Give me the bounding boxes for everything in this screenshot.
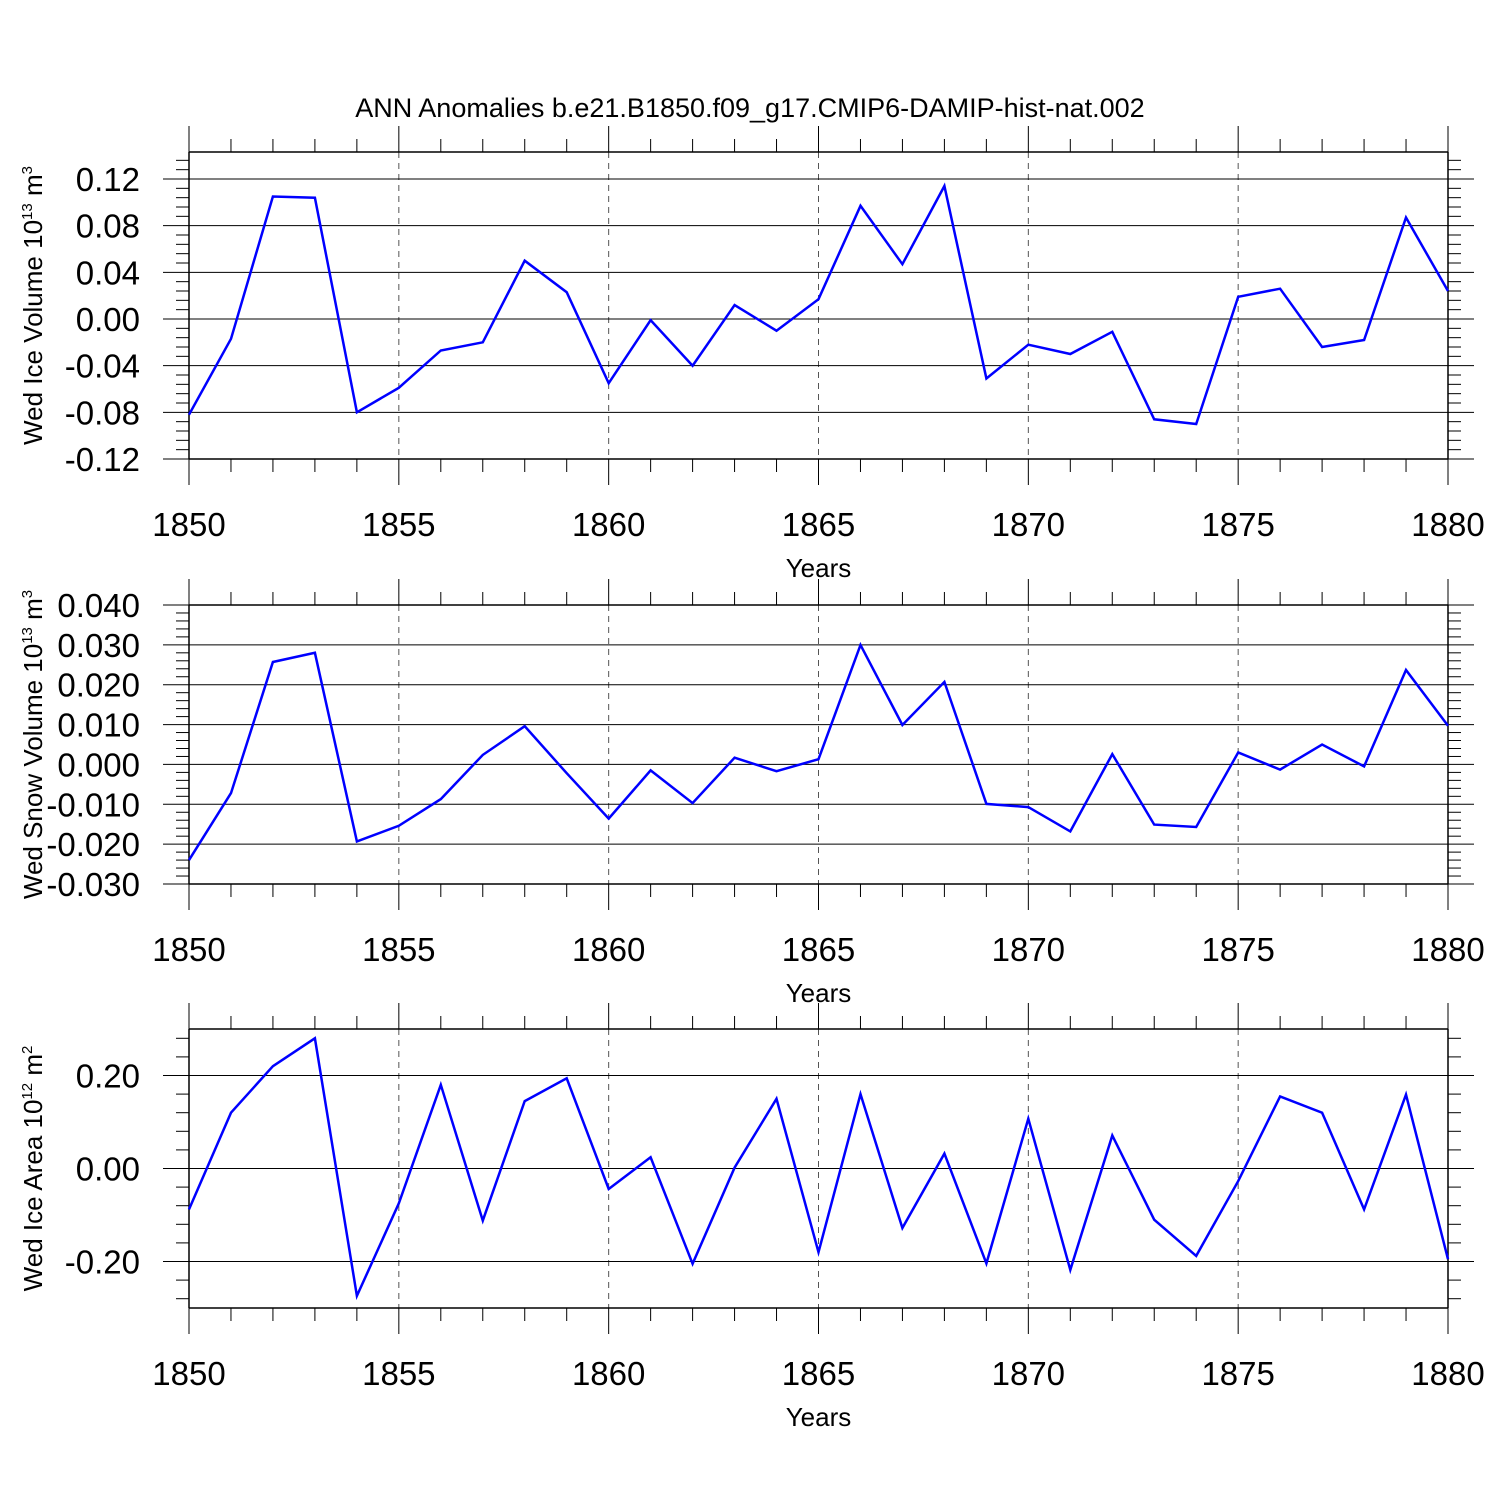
x-tick-label: 1850 bbox=[152, 1355, 225, 1392]
y-tick-label: -0.20 bbox=[65, 1244, 140, 1281]
x-tick-label: 1880 bbox=[1411, 931, 1484, 968]
chart-panel-2: 1850 1855 1860 1865 1870 1875 1880 -0.030-0.020… bbox=[18, 579, 1485, 1008]
x-tick-label: 1855 bbox=[362, 931, 435, 968]
y-tick-label: -0.020 bbox=[46, 826, 140, 863]
y-axis-label: Wed Ice Volume 1013 m3 bbox=[18, 166, 48, 445]
x-tick-label: 1850 bbox=[152, 931, 225, 968]
x-tick-label: 1860 bbox=[572, 1355, 645, 1392]
x-tick-label: 1855 bbox=[362, 506, 435, 543]
figure-title: ANN Anomalies b.e21.B1850.f09_g17.CMIP6-… bbox=[355, 93, 1144, 123]
y-tick-label: 0.010 bbox=[57, 707, 140, 744]
x-tick-label: 1870 bbox=[992, 506, 1065, 543]
y-tick-label: 0.030 bbox=[57, 627, 140, 664]
x-tick-label: 1860 bbox=[572, 506, 645, 543]
y-tick-label: -0.030 bbox=[46, 866, 140, 903]
x-tick-label: 1860 bbox=[572, 931, 645, 968]
x-tick-label: 1880 bbox=[1411, 506, 1484, 543]
y-tick-label: 0.12 bbox=[76, 161, 140, 198]
y-tick-label: -0.08 bbox=[65, 394, 140, 431]
x-tick-label: 1875 bbox=[1201, 1355, 1274, 1392]
y-tick-label: -0.010 bbox=[46, 786, 140, 823]
x-tick-label: 1865 bbox=[782, 931, 855, 968]
x-axis-label: Years bbox=[786, 553, 852, 583]
y-tick-label: -0.04 bbox=[65, 348, 140, 385]
x-tick-label: 1865 bbox=[782, 1355, 855, 1392]
x-tick-label: 1850 bbox=[152, 506, 225, 543]
panels: 1850 1855 1860 1865 1870 1875 1880 -0.12 -0.08 -0… bbox=[18, 126, 1485, 1432]
x-tick-label: 1855 bbox=[362, 1355, 435, 1392]
y-tick-label: 0.020 bbox=[57, 667, 140, 704]
y-axis-label: Wed Snow Volume 1013 m3 bbox=[18, 590, 48, 899]
x-tick-label: 1880 bbox=[1411, 1355, 1484, 1392]
x-tick-label: 1870 bbox=[992, 931, 1065, 968]
x-tick-label: 1875 bbox=[1201, 931, 1274, 968]
y-tick-label: 0.00 bbox=[76, 1151, 140, 1188]
x-tick-label: 1870 bbox=[992, 1355, 1065, 1392]
chart-panel-3: 1850 1855 1860 1865 1870 1875 1880 -0.20 0.00 0.2… bbox=[18, 1003, 1485, 1432]
chart-panel-1: 1850 1855 1860 1865 1870 1875 1880 -0.12 -0.08 -0… bbox=[18, 126, 1485, 583]
y-axis-label: Wed Ice Area 1012 m2 bbox=[18, 1046, 48, 1292]
y-tick-label: 0.04 bbox=[76, 254, 140, 291]
y-tick-label: 0.00 bbox=[76, 301, 140, 338]
x-tick-label: 1865 bbox=[782, 506, 855, 543]
y-tick-label: 0.040 bbox=[57, 587, 140, 624]
x-tick-label: 1875 bbox=[1201, 506, 1274, 543]
y-tick-label: -0.12 bbox=[65, 441, 140, 478]
y-tick-label: 0.08 bbox=[76, 208, 140, 245]
x-axis-label: Years bbox=[786, 1402, 852, 1432]
y-tick-label: 0.20 bbox=[76, 1058, 140, 1095]
y-tick-label: 0.000 bbox=[57, 746, 140, 783]
